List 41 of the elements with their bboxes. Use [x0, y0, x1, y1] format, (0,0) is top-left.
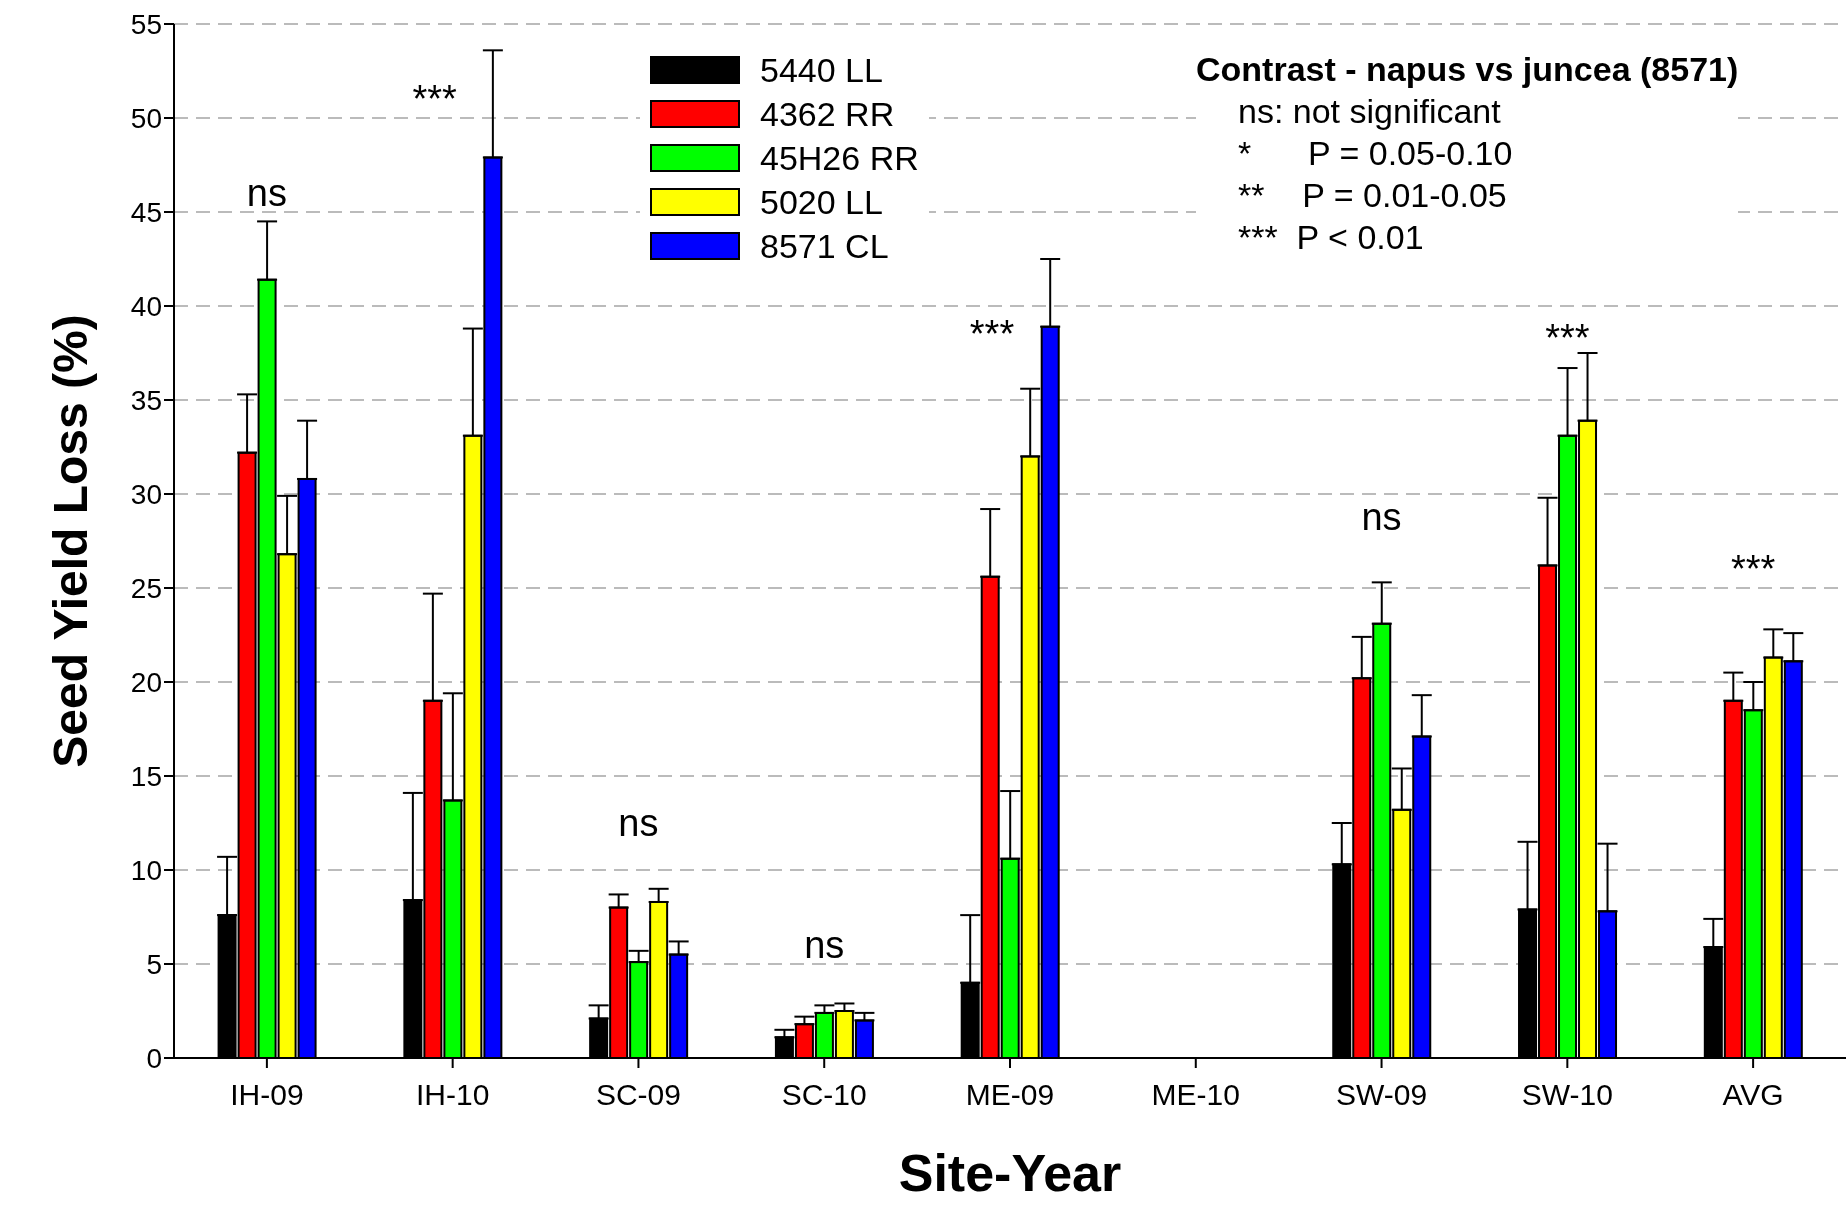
y-tick-label: 45: [130, 196, 162, 228]
annotation: ns: not significant: [1237, 91, 1502, 132]
x-tick-label: ME-10: [1151, 1078, 1240, 1112]
x-tick-label: SC-09: [595, 1078, 681, 1112]
y-tick-label: 35: [130, 384, 162, 416]
y-tick-label: 0: [146, 1042, 162, 1074]
y-tick-label: 10: [130, 854, 162, 886]
annotation: ns: [1360, 494, 1403, 539]
annotation: *** P < 0.01: [1237, 217, 1425, 258]
y-tick-label: 25: [130, 572, 162, 604]
y-tick-label: 30: [130, 478, 162, 510]
x-tick-label: ME-09: [965, 1078, 1055, 1112]
x-tick-label: SW-10: [1521, 1078, 1613, 1112]
y-axis-title: Seed Yield Loss (%): [44, 314, 98, 768]
annotation: ** P = 0.01-0.05: [1237, 175, 1508, 216]
x-tick-label: SC-10: [781, 1078, 867, 1112]
legend-label: 8571 CL: [760, 226, 889, 266]
legend-label: 45H26 RR: [760, 138, 919, 178]
y-tick-label: 5: [146, 948, 162, 980]
annotation: ns: [617, 801, 660, 845]
y-tick-label: 50: [130, 102, 162, 134]
annotation: ***: [968, 312, 1016, 357]
annotation: ns: [245, 171, 288, 216]
y-tick-label: 40: [130, 290, 162, 322]
annotation: Contrast - napus vs juncea (8571): [1196, 49, 1739, 90]
y-tick-label: 15: [130, 760, 162, 792]
x-tick-label: IH-10: [415, 1078, 490, 1112]
annotation: * P = 0.05-0.10: [1237, 133, 1514, 174]
annotation: ns: [803, 923, 846, 968]
x-tick-label: SW-09: [1335, 1078, 1428, 1112]
annotation: ***: [1729, 547, 1777, 592]
x-axis-title: Site-Year: [898, 1143, 1122, 1202]
legend-label: 5020 LL: [760, 182, 883, 222]
y-tick-label: 55: [130, 8, 162, 40]
x-tick-label: IH-09: [230, 1078, 304, 1112]
legend-label: 5440 LL: [760, 50, 883, 90]
legend-label: 4362 RR: [760, 94, 895, 134]
y-tick-label: 20: [130, 666, 162, 698]
x-tick-label: AVG: [1722, 1078, 1784, 1112]
annotation: ***: [411, 77, 458, 122]
annotation: ***: [1544, 315, 1591, 360]
